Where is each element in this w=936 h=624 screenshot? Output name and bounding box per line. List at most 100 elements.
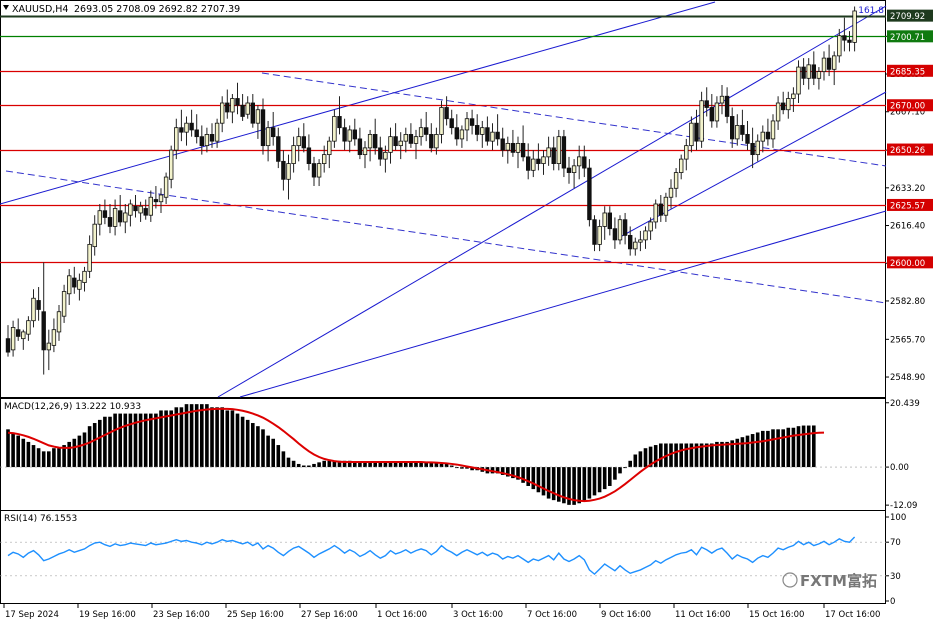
macd-bar xyxy=(562,467,566,504)
candle-body xyxy=(735,125,740,140)
macd-bar xyxy=(597,467,602,493)
level-price-label xyxy=(887,9,933,22)
macd-bar xyxy=(169,410,173,468)
candle-body xyxy=(408,134,414,144)
macd-bar xyxy=(342,460,347,468)
macd-bar xyxy=(414,462,418,468)
candle-body xyxy=(704,100,709,108)
macd-bar xyxy=(761,430,765,468)
header: XAUUSD,H4 2693.05 2708.09 2692.82 2707.3… xyxy=(3,4,884,16)
macd-bar xyxy=(546,467,551,499)
candle-body xyxy=(128,203,133,216)
macd-bar xyxy=(103,416,107,468)
candle-body xyxy=(97,210,102,225)
macd-bar xyxy=(368,462,372,468)
macd-bar xyxy=(378,462,383,468)
candle-body xyxy=(648,221,653,232)
macd-bar xyxy=(47,451,51,468)
macd-bar xyxy=(113,413,117,468)
candle-body xyxy=(10,327,16,351)
macd-bar xyxy=(460,467,464,469)
candle-body xyxy=(429,134,434,149)
macd-bar xyxy=(72,438,77,468)
candle-body xyxy=(592,219,597,245)
macd-bar xyxy=(536,467,541,493)
macd-bar xyxy=(623,467,627,469)
macd-bar xyxy=(679,443,683,468)
collapse-triangle-icon[interactable] xyxy=(3,5,9,10)
macd-bar xyxy=(98,419,102,468)
macd-bar xyxy=(638,451,643,468)
macd-bar xyxy=(572,467,576,505)
watermark: FXTM富拓 xyxy=(782,572,877,590)
macd-bar xyxy=(582,467,587,502)
ohlc-values: 2693.05 2708.09 2692.82 2707.39 xyxy=(74,4,240,15)
macd-bar xyxy=(592,467,597,496)
candle-body xyxy=(153,199,159,203)
candle-body xyxy=(485,127,490,142)
level-price-label xyxy=(887,64,933,77)
macd-bar xyxy=(653,445,658,468)
candle-body xyxy=(505,142,510,151)
macd-bar xyxy=(154,413,158,468)
candle-body xyxy=(378,147,383,160)
candle-body xyxy=(459,129,465,140)
macd-bar xyxy=(812,425,816,468)
candle-body xyxy=(541,156,546,164)
candlesticks xyxy=(5,6,857,375)
candle-body xyxy=(398,140,403,147)
candle-body xyxy=(403,134,408,142)
macd-bar xyxy=(419,462,423,468)
candle-body xyxy=(362,147,368,156)
candle-body xyxy=(296,136,301,147)
candle-body xyxy=(225,102,230,113)
candle-body xyxy=(367,134,373,149)
rsi-tick-label: 30 xyxy=(890,572,901,582)
macd-bar xyxy=(251,423,255,468)
candle-body xyxy=(469,118,475,126)
candle-body xyxy=(775,102,781,122)
macd-bar xyxy=(429,462,434,468)
time-tick-label: 17 Sep 2024 xyxy=(5,610,59,620)
candle-body xyxy=(612,228,618,241)
candle-body xyxy=(230,98,235,113)
candle-body xyxy=(291,145,296,164)
macd-bar xyxy=(261,429,265,468)
candle-body xyxy=(811,64,816,79)
rsi-indicator xyxy=(0,536,886,577)
candle-body xyxy=(332,116,337,142)
macd-bar xyxy=(781,429,785,468)
candle-body xyxy=(61,291,67,317)
macd-bar xyxy=(52,448,56,468)
candle-body xyxy=(454,127,459,140)
candle-body xyxy=(852,10,857,43)
candle-body xyxy=(566,167,572,173)
macd-bar xyxy=(551,467,556,501)
macd-bar xyxy=(465,467,469,469)
fib-label: 161.8 xyxy=(858,6,884,16)
macd-bar xyxy=(444,463,449,468)
macd-bar xyxy=(628,460,632,468)
candle-body xyxy=(250,102,255,124)
time-tick-label: 7 Oct 16:00 xyxy=(527,610,577,620)
candle-body xyxy=(480,127,485,135)
macd-bar xyxy=(684,443,689,468)
candle-body xyxy=(87,243,92,272)
candle-body xyxy=(388,136,393,153)
candle-body xyxy=(41,311,46,351)
macd-bar xyxy=(806,425,811,468)
candle-body xyxy=(31,297,36,322)
candle-body xyxy=(36,300,41,310)
macd-bar xyxy=(689,443,694,468)
macd-bar xyxy=(470,467,474,471)
macd-bar xyxy=(608,467,612,486)
macd-bar xyxy=(643,448,648,468)
candle-body xyxy=(658,203,663,216)
rsi-tick-label: 70 xyxy=(890,538,901,548)
candle-body xyxy=(796,66,801,95)
macd-bar xyxy=(210,407,214,468)
candle-body xyxy=(204,134,210,147)
macd-bar xyxy=(745,435,750,468)
macd-bar xyxy=(77,435,82,468)
